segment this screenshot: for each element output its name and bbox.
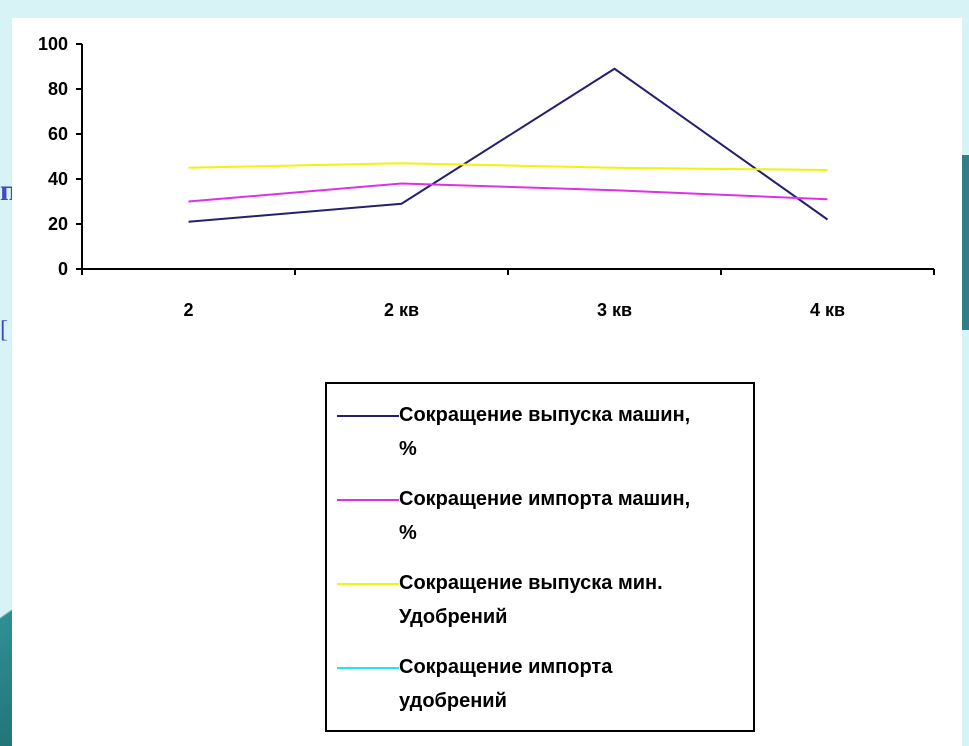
background-text-fragment-2: [ [0, 317, 8, 343]
series-line-1 [188, 182, 828, 203]
y-tick-label: 80 [48, 79, 68, 99]
series-line-0 [188, 67, 829, 223]
chart-panel: 0 20 40 60 80 100 2 2 кв 3 кв 4 кв Сокращение вып… [12, 18, 962, 746]
y-tick-label: 0 [58, 259, 68, 279]
x-tick-label: 3 кв [597, 300, 632, 320]
legend-swatch-fertilizer-import [337, 667, 399, 669]
legend-swatch-machine-import [337, 499, 399, 501]
y-tick-label: 40 [48, 169, 68, 189]
legend-swatch-machine-output [337, 415, 399, 417]
y-tick-label: 60 [48, 124, 68, 144]
x-tick-label: 2 [183, 300, 193, 320]
legend-label-line2: удобрений [399, 690, 507, 712]
y-tick-label: 100 [38, 34, 68, 54]
x-tick-label: 2 кв [384, 300, 419, 320]
tick-labels: 0 20 40 60 80 100 2 2 кв 3 кв 4 кв [38, 34, 845, 320]
legend-label-fertilizer-import: Сокращение импорта удобрений [399, 650, 749, 718]
series-lines [188, 67, 829, 223]
legend-label-line2: Удобрений [399, 606, 508, 628]
legend-label-line1: Сокращение выпуска мин. [399, 572, 663, 594]
y-tick-label: 20 [48, 214, 68, 234]
chart-axes [76, 43, 935, 275]
legend-label-line1: Сокращение импорта [399, 656, 613, 678]
legend-label-line2: % [399, 438, 417, 460]
line-chart: 0 20 40 60 80 100 2 2 кв 3 кв 4 кв [38, 34, 935, 320]
legend-label-line1: Сокращение импорта машин, [399, 488, 691, 510]
legend-label-line2: % [399, 522, 417, 544]
chart-legend: Сокращение выпуска машин, % Сокращение и… [325, 382, 755, 732]
legend-swatch-fertilizer-output [337, 583, 399, 585]
x-tick-label: 4 кв [810, 300, 845, 320]
legend-label-line1: Сокращение выпуска машин, [399, 404, 691, 426]
legend-label-machine-import: Сокращение импорта машин, % [399, 482, 749, 550]
legend-label-fertilizer-output: Сокращение выпуска мин. Удобрений [399, 566, 749, 634]
legend-label-machine-output: Сокращение выпуска машин, % [399, 398, 749, 466]
series-line-2 [188, 162, 828, 171]
